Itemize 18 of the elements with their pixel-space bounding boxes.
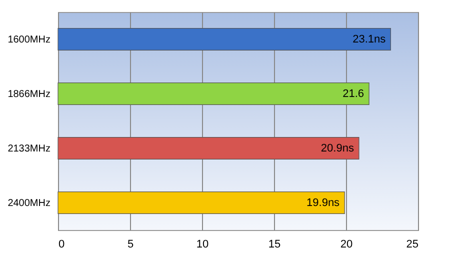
x-tick-label: 10	[196, 238, 209, 250]
y-tick-label: 2400MHz	[8, 198, 50, 209]
y-tick-label: 2133MHz	[8, 143, 50, 154]
data-label: 21.6	[342, 88, 364, 100]
x-tick-label: 25	[406, 238, 418, 250]
bar	[58, 192, 345, 214]
bar	[58, 82, 370, 105]
data-label: 23.1ns	[352, 33, 386, 46]
x-tick-label: 5	[127, 238, 134, 250]
y-tick-label: 1866MHz	[8, 88, 50, 100]
data-label: 19.9ns	[306, 196, 340, 209]
x-tick-label: 20	[340, 238, 353, 250]
data-label: 20.9ns	[320, 142, 354, 154]
x-tick-label: 15	[268, 238, 281, 250]
y-tick-label: 1600MHz	[8, 34, 50, 46]
bar	[58, 28, 391, 50]
x-tick-label: 0	[58, 238, 65, 250]
bar	[58, 137, 360, 160]
